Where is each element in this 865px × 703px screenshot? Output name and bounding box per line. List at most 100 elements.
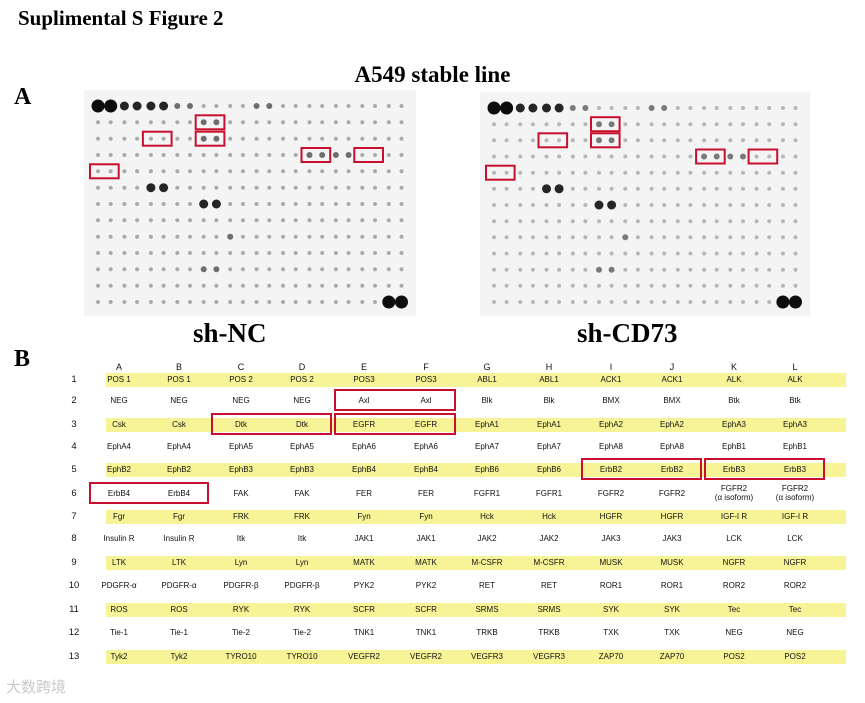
blot-spot (557, 251, 562, 256)
row-label-10: 10 (68, 580, 80, 591)
blot-label-sh-nc: sh-NC (193, 318, 267, 348)
blot-spot (373, 267, 377, 272)
array-cell: EphA5 (289, 442, 315, 451)
blot-spot (240, 169, 245, 174)
array-cell: POS 2 (229, 375, 253, 384)
blot-spot (293, 153, 298, 157)
blot-spot (492, 122, 496, 127)
blot-spot (267, 136, 272, 141)
array-cell: Tie-2 (293, 628, 311, 637)
blot-spot (570, 235, 575, 240)
array-cell: NEG (293, 396, 311, 405)
blot-label-sh-cd73: sh-CD73 (577, 318, 678, 348)
blot-spot (767, 300, 772, 304)
blot-spot (201, 185, 206, 190)
blot-spot (662, 219, 667, 224)
blot-spot (373, 153, 377, 157)
blot-spot (583, 219, 588, 224)
blot-spot (386, 153, 391, 157)
array-cell: EphA8 (659, 442, 685, 451)
blot-spot (159, 183, 169, 193)
blot-spot (688, 267, 693, 272)
blot-spot (360, 202, 365, 206)
blot-spot (635, 186, 640, 191)
blot-spot (688, 235, 693, 240)
blot-spot (714, 106, 719, 110)
blot-spot (108, 185, 113, 190)
blot-highlight-box (537, 132, 569, 149)
blot-spot (518, 267, 523, 272)
blot-spot (148, 153, 153, 157)
array-cell: EphB3 (228, 465, 254, 474)
row-band-5 (106, 463, 846, 477)
blot-spot (240, 104, 245, 108)
blot-spot (492, 170, 496, 175)
blot-spot (530, 138, 535, 143)
blot-spot (544, 122, 549, 127)
array-cell: TXK (603, 628, 619, 637)
blot-spot (346, 218, 351, 223)
blot-spot (307, 202, 312, 206)
figure-title: Suplimental S Figure 2 (18, 6, 224, 30)
array-cell: FAK (233, 489, 249, 498)
blot-spot (307, 218, 312, 223)
blot-spot (307, 267, 312, 272)
blot-spot (228, 153, 233, 157)
blot-spot (754, 106, 759, 110)
blot-spot (504, 219, 509, 224)
blot-spot (399, 202, 404, 206)
blot-spot (623, 203, 628, 207)
blot-spot (96, 218, 100, 223)
blot-spot (267, 185, 272, 190)
blot-spot (741, 106, 745, 110)
array-cell: TXK (664, 628, 680, 637)
blot-spot (267, 153, 272, 157)
blot-spot (570, 267, 575, 272)
blot-spot (108, 218, 113, 223)
blot-spot (135, 153, 140, 157)
blot-spot (96, 300, 100, 304)
blot-spot (702, 300, 707, 304)
blot-spot (701, 153, 708, 160)
blot-spot (557, 300, 562, 304)
row-label-8: 8 (71, 533, 77, 544)
row-band-13 (106, 650, 846, 664)
blot-spot (346, 185, 351, 190)
blot-spot (267, 300, 272, 304)
blot-spot (583, 235, 588, 240)
array-cell: EphA6 (351, 442, 377, 451)
blot-spot (583, 138, 588, 143)
blot-spot (793, 186, 798, 191)
array-cell: Axl (420, 396, 432, 405)
blot-spot (360, 251, 365, 255)
array-cell: ACK1 (600, 375, 622, 384)
blot-spot (530, 170, 535, 175)
blot-spot (596, 137, 602, 144)
blot-spot (662, 267, 667, 272)
blot-spot (623, 170, 628, 175)
array-cell: ErbB2 (660, 465, 684, 474)
blot-spot (492, 251, 496, 256)
array-cell: Csk (112, 420, 126, 429)
blot-spot (306, 152, 313, 158)
blot-spot (395, 295, 408, 309)
array-cell: PYK2 (353, 581, 375, 590)
array-cell: JAK2 (539, 534, 559, 543)
array-cell: M-CSFR (533, 558, 565, 567)
blot-spot (281, 267, 285, 272)
blot-spot (373, 169, 377, 174)
array-cell: VEGFR2 (347, 652, 381, 661)
column-label-a: A (115, 362, 123, 372)
array-cell: ROR1 (660, 581, 684, 590)
blot-spot (254, 169, 259, 174)
blot-highlight-box (141, 130, 173, 147)
array-cell: EphB4 (413, 465, 439, 474)
blot-spot (583, 300, 588, 304)
blot-spot (267, 202, 272, 206)
blot-spot (333, 169, 338, 174)
blot-spot (188, 202, 192, 206)
blot-spot (728, 170, 733, 175)
blot-spot (728, 235, 733, 240)
blot-spot (240, 153, 245, 157)
blot-spot (492, 283, 496, 288)
